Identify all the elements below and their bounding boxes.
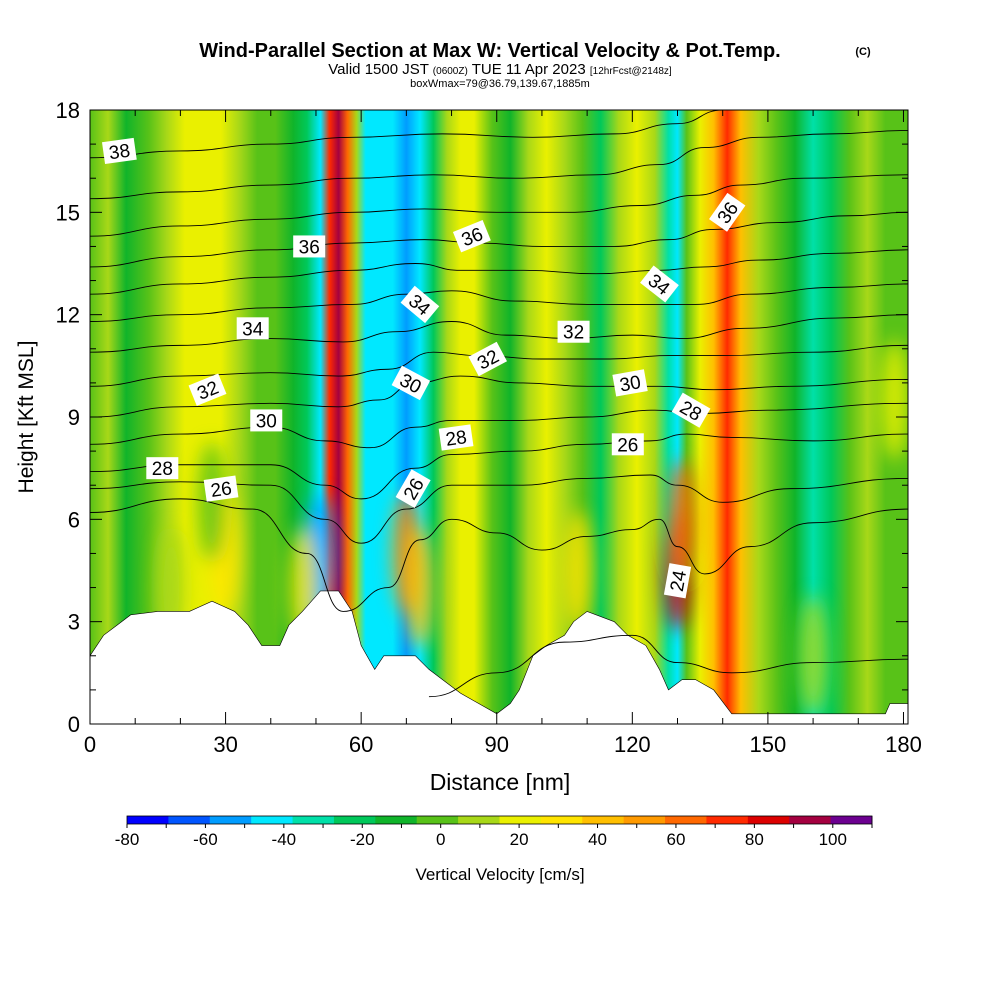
- y-tick-label: 0: [68, 712, 80, 737]
- colorbar-swatch: [665, 816, 707, 824]
- isentrope-line: [90, 375, 908, 418]
- colorbar-tick-label: 20: [510, 830, 529, 849]
- isentrope-contours: [90, 110, 908, 698]
- svg-text:26: 26: [617, 435, 638, 456]
- svg-text:30: 30: [618, 372, 642, 396]
- y-tick-label: 6: [68, 507, 80, 532]
- colorbar-swatch: [499, 816, 542, 824]
- y-tick-label: 12: [56, 303, 80, 328]
- y-tick-label: 18: [56, 98, 80, 123]
- colorbar-tick-label: -20: [350, 830, 375, 849]
- isentrope-label: 28: [146, 457, 179, 480]
- isentrope-label: 26: [611, 433, 644, 456]
- colorbar: -80 -60 -40 -20 0 20 40 60 80 100: [115, 815, 873, 849]
- svg-text:32: 32: [563, 323, 584, 344]
- isentrope-label: 30: [250, 409, 283, 432]
- colorbar-swatch: [830, 816, 873, 824]
- isentrope-line: [90, 283, 908, 322]
- y-axis-label: Height [Kft MSL]: [15, 341, 38, 494]
- isentrope-line: [428, 634, 908, 698]
- velocity-blob: [880, 339, 908, 460]
- colorbar-tick-label: 60: [666, 830, 685, 849]
- isentrope-line: [90, 174, 908, 237]
- isentrope-line: [90, 474, 908, 544]
- colorbar-tick-label: -60: [193, 830, 218, 849]
- box-wmax-subtitle: boxWmax=79@36.79,139.67,1885m: [410, 78, 590, 90]
- isentrope-line: [90, 130, 908, 200]
- colorbar-tick-label: 100: [819, 830, 847, 849]
- valid-time-line: Valid 1500 JST (0600Z) TUE 11 Apr 2023 […: [328, 61, 672, 78]
- x-tick-label: 60: [349, 732, 373, 757]
- isentrope-label: 34: [236, 317, 269, 340]
- colorbar-swatch: [168, 816, 211, 824]
- colorbar-swatch: [540, 816, 583, 824]
- svg-text:38: 38: [108, 141, 132, 165]
- colorbar-swatch: [416, 816, 459, 824]
- colorbar-swatch: [747, 816, 790, 824]
- colorbar-swatch: [333, 816, 376, 824]
- isentrope-label: 24: [663, 563, 691, 599]
- colorbar-label: Vertical Velocity [cm/s]: [415, 865, 584, 884]
- isentrope-line: [90, 110, 723, 159]
- svg-text:24: 24: [667, 568, 691, 593]
- isentrope-line: [90, 211, 908, 268]
- svg-text:26: 26: [209, 478, 233, 502]
- x-tick-label: 30: [213, 732, 237, 757]
- x-axis-ticks: 0 30 60 90 120 150 180: [84, 110, 922, 757]
- x-tick-label: 120: [614, 732, 651, 757]
- colorbar-swatch: [209, 816, 252, 824]
- isentrope-label: 26: [203, 475, 239, 502]
- colorbar-tick-label: -40: [272, 830, 297, 849]
- velocity-blob: [564, 510, 593, 631]
- terrain-mask: [89, 590, 909, 725]
- isentrope-line: [90, 498, 908, 612]
- isentrope-label: 36: [293, 235, 326, 258]
- colorbar-swatch: [375, 816, 418, 824]
- svg-text:30: 30: [256, 411, 277, 432]
- colorbar-swatch: [623, 816, 666, 824]
- svg-text:34: 34: [242, 319, 264, 340]
- isentrope-label: 38: [102, 137, 137, 165]
- colorbar-swatch: [251, 816, 294, 824]
- velocity-blob: [405, 527, 434, 648]
- isentrope-label: 32: [557, 320, 590, 344]
- colorbar-swatch: [292, 816, 335, 824]
- colorbar-swatch: [706, 816, 749, 824]
- colorbar-tick-label: 40: [588, 830, 607, 849]
- isentrope-label: 28: [438, 424, 474, 451]
- velocity-blob: [668, 459, 697, 580]
- colorbar-swatch: [458, 816, 500, 824]
- x-tick-label: 0: [84, 732, 96, 757]
- colorbar-tick-label: 0: [436, 830, 445, 849]
- svg-text:36: 36: [299, 237, 320, 258]
- colorbar-tick-label: 80: [745, 830, 764, 849]
- svg-text:28: 28: [444, 427, 468, 451]
- colorbar-swatch: [789, 816, 832, 824]
- x-tick-label: 90: [484, 732, 508, 757]
- y-tick-label: 9: [68, 405, 80, 430]
- y-tick-label: 15: [56, 200, 80, 225]
- svg-text:28: 28: [152, 459, 173, 480]
- x-tick-label: 180: [885, 732, 922, 757]
- velocity-blob: [198, 442, 227, 563]
- isentrope-line: [90, 433, 908, 500]
- colorbar-tick-label: -80: [115, 830, 140, 849]
- x-tick-label: 150: [750, 732, 787, 757]
- x-axis-label: Distance [nm]: [430, 769, 571, 795]
- chart-title: Wind-Parallel Section at Max W: Vertical…: [199, 40, 780, 62]
- colorbar-swatch: [582, 816, 625, 824]
- isentrope-line: [90, 249, 908, 295]
- colorbar-swatch: [127, 816, 169, 824]
- y-tick-label: 3: [68, 610, 80, 635]
- velocity-blob: [799, 595, 828, 716]
- copyright-mark: (C): [855, 46, 871, 58]
- isentrope-label: 30: [612, 369, 648, 397]
